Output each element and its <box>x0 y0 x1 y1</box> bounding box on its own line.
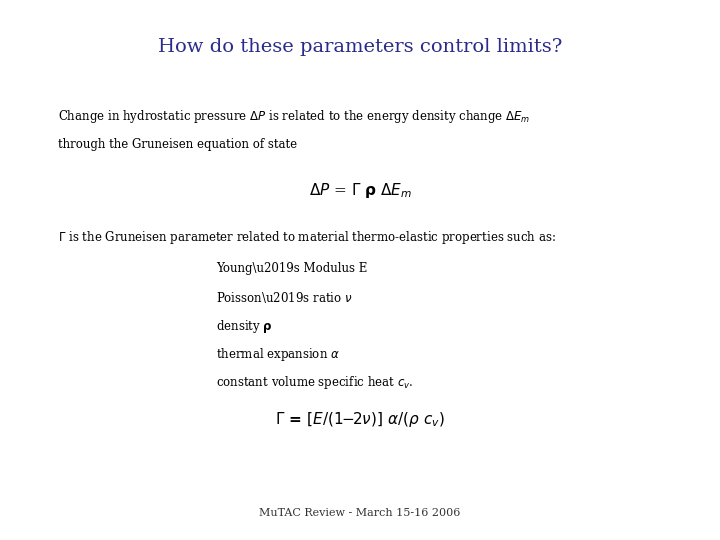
Text: constant volume specific heat $c_v$.: constant volume specific heat $c_v$. <box>216 374 413 391</box>
Text: Change in hydrostatic pressure $\mathit{\Delta P}$ is related to the energy dens: Change in hydrostatic pressure $\mathit{… <box>58 108 530 125</box>
Text: through the Gruneisen equation of state: through the Gruneisen equation of state <box>58 138 297 151</box>
Text: thermal expansion $\alpha$: thermal expansion $\alpha$ <box>216 346 340 363</box>
Text: MuTAC Review - March 15-16 2006: MuTAC Review - March 15-16 2006 <box>259 508 461 518</box>
Text: density $\mathbf{\rho}$: density $\mathbf{\rho}$ <box>216 318 273 335</box>
Text: $\mathit{\Gamma}$ is the Gruneisen parameter related to material thermo-elastic : $\mathit{\Gamma}$ is the Gruneisen param… <box>58 230 556 246</box>
Text: Young\u2019s Modulus E: Young\u2019s Modulus E <box>216 262 367 275</box>
Text: Poisson\u2019s ratio $\nu$: Poisson\u2019s ratio $\nu$ <box>216 290 353 305</box>
Text: How do these parameters control limits?: How do these parameters control limits? <box>158 38 562 56</box>
Text: $\mathit{\Gamma}$ = $\mathit{[E/(1\!\!-\!\!2\nu)]}$ $\mathit{\alpha/(\rho\ c_v)}: $\mathit{\Gamma}$ = $\mathit{[E/(1\!\!-\… <box>275 410 445 429</box>
Text: $\mathit{\Delta P}$ = $\mathit{\Gamma}$ $\mathbf{\rho}$ $\mathit{\Delta E_m}$: $\mathit{\Delta P}$ = $\mathit{\Gamma}$ … <box>309 181 411 200</box>
